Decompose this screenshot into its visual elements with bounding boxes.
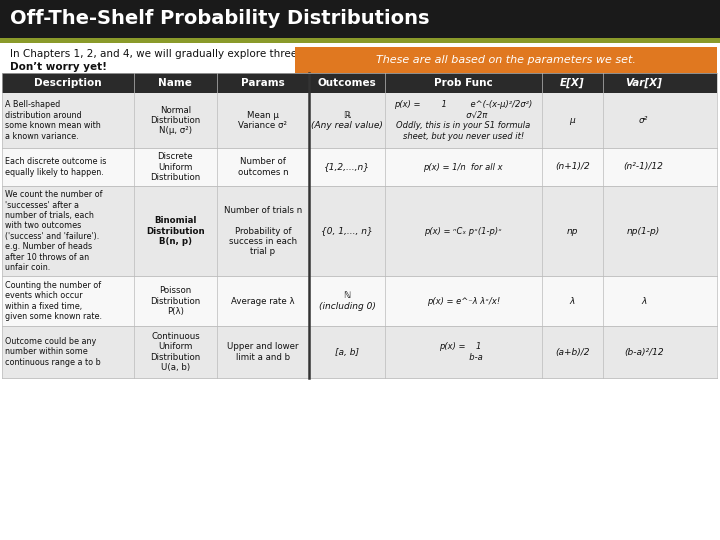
Text: Upper and lower
limit a and b: Upper and lower limit a and b xyxy=(228,342,299,362)
FancyBboxPatch shape xyxy=(2,73,717,93)
Text: These are all based on the parameters we set.: These are all based on the parameters we… xyxy=(376,55,636,65)
Text: E[X]: E[X] xyxy=(560,78,585,88)
Text: Var[X]: Var[X] xyxy=(625,78,662,88)
Text: A Bell-shaped
distribution around
some known mean with
a known variance.: A Bell-shaped distribution around some k… xyxy=(5,100,101,140)
Text: λ: λ xyxy=(641,296,647,306)
Text: Name: Name xyxy=(158,78,192,88)
Text: Outcomes: Outcomes xyxy=(318,78,377,88)
Text: np(1-p): np(1-p) xyxy=(627,226,660,235)
Text: Poisson
Distribution
P(λ): Poisson Distribution P(λ) xyxy=(150,286,200,316)
Text: ℝ
(Any real value): ℝ (Any real value) xyxy=(311,111,383,130)
Text: p(x) = 1/n  for all x: p(x) = 1/n for all x xyxy=(423,163,503,172)
Text: In Chapters 1, 2, and 4, we will gradually explore three new ‘off-the-shelf’ dis: In Chapters 1, 2, and 4, we will gradual… xyxy=(10,49,467,59)
Text: σ²: σ² xyxy=(639,116,649,125)
Text: Average rate λ: Average rate λ xyxy=(231,296,294,306)
Text: (a+b)/2: (a+b)/2 xyxy=(555,348,590,356)
Text: Params: Params xyxy=(241,78,285,88)
FancyBboxPatch shape xyxy=(2,148,717,186)
Text: Discrete
Uniform
Distribution: Discrete Uniform Distribution xyxy=(150,152,200,182)
FancyBboxPatch shape xyxy=(2,276,717,326)
Text: μ: μ xyxy=(570,116,575,125)
Text: λ: λ xyxy=(570,296,575,306)
Text: (n+1)/2: (n+1)/2 xyxy=(555,163,590,172)
Text: Counting the number of
events which occur
within a fixed time,
given some known : Counting the number of events which occu… xyxy=(5,281,102,321)
Text: Continuous
Uniform
Distribution
U(a, b): Continuous Uniform Distribution U(a, b) xyxy=(150,332,200,372)
Text: {0, 1,..., n}: {0, 1,..., n} xyxy=(321,226,373,235)
Text: Normal
Distribution
N(μ, σ²): Normal Distribution N(μ, σ²) xyxy=(150,106,200,136)
FancyBboxPatch shape xyxy=(2,326,717,378)
Text: (b-a)²/12: (b-a)²/12 xyxy=(624,348,664,356)
Text: Prob Func: Prob Func xyxy=(433,78,492,88)
FancyBboxPatch shape xyxy=(0,38,720,43)
Text: Number of trials n

Probability of
success in each
trial p: Number of trials n Probability of succes… xyxy=(224,206,302,256)
Text: Mean μ
Variance σ²: Mean μ Variance σ² xyxy=(238,111,287,130)
Text: Each discrete outcome is
equally likely to happen.: Each discrete outcome is equally likely … xyxy=(5,157,107,177)
Text: {1,2,...,n}: {1,2,...,n} xyxy=(324,163,370,172)
Text: Binomial
Distribution
B(n, p): Binomial Distribution B(n, p) xyxy=(146,216,204,246)
Text: p(x) = ⁿ⁣C⁣ₓ pˣ(1-p)ˣ: p(x) = ⁿ⁣C⁣ₓ pˣ(1-p)ˣ xyxy=(424,226,502,235)
Text: ℕ
(including 0): ℕ (including 0) xyxy=(318,291,375,310)
Text: We count the number of
'successes' after a
number of trials, each
with two outco: We count the number of 'successes' after… xyxy=(5,190,102,272)
Text: p(x) =    1  
          b-a: p(x) = 1 b-a xyxy=(439,342,487,362)
Text: Description: Description xyxy=(35,78,102,88)
Text: (n²-1)/12: (n²-1)/12 xyxy=(624,163,664,172)
Text: Don’t worry yet!: Don’t worry yet! xyxy=(10,62,107,72)
Text: p(x) = e^⁻λ λˣ/x!: p(x) = e^⁻λ λˣ/x! xyxy=(426,296,500,306)
Text: p(x) =        1         e^(-(x-μ)²/2σ²)
          σ√2π
Oddly, this is in your S1: p(x) = 1 e^(-(x-μ)²/2σ²) σ√2π Oddly, thi… xyxy=(394,100,532,140)
FancyBboxPatch shape xyxy=(2,93,717,148)
Text: [a, b]: [a, b] xyxy=(335,348,359,356)
FancyBboxPatch shape xyxy=(2,186,717,276)
Text: Number of
outcomes n: Number of outcomes n xyxy=(238,157,288,177)
FancyBboxPatch shape xyxy=(0,0,720,38)
Text: Off-The-Shelf Probability Distributions: Off-The-Shelf Probability Distributions xyxy=(10,10,430,29)
Text: np: np xyxy=(567,226,578,235)
FancyBboxPatch shape xyxy=(295,47,717,73)
Text: Outcome could be any
number within some
continuous range a to b: Outcome could be any number within some … xyxy=(5,337,101,367)
